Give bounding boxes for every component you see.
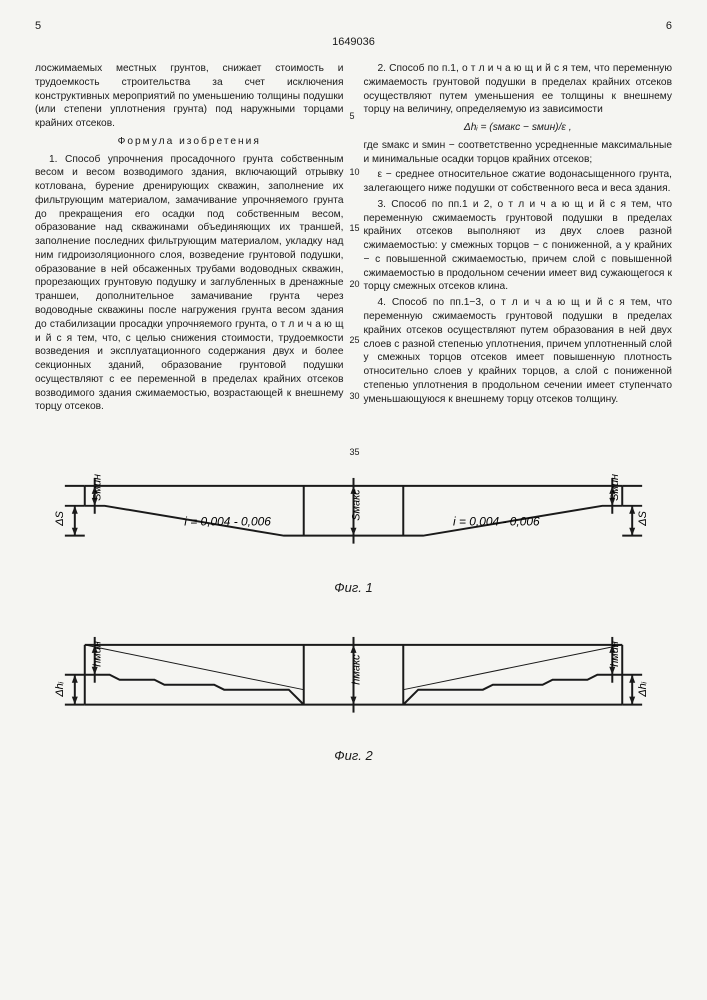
text-columns: лосжимаемых местных грунтов, снижает сто… (35, 62, 672, 416)
fig2-dh-right: Δhᵢ (637, 681, 649, 697)
figures-block: i = 0,004 - 0,006 i = 0,004 - 0,006 Sмин… (35, 466, 672, 763)
page-num-left: 5 (35, 20, 41, 32)
line-marker: 15 (350, 222, 360, 234)
para-intro: лосжимаемых местных грунтов, снижает сто… (35, 62, 344, 131)
line-marker: 25 (350, 334, 360, 346)
figure-1: i = 0,004 - 0,006 i = 0,004 - 0,006 Sмин… (35, 466, 672, 594)
formula-where-2: ε − среднее относительное сжатие водонас… (364, 168, 673, 196)
fig2-hmin-right: hмин (609, 641, 621, 667)
fig1-smin-right: Sмин (609, 474, 621, 501)
right-column: 5101520253035 2. Способ по п.1, о т л и … (364, 62, 673, 416)
fig2-svg: hмин hмакс hмин Δhᵢ Δhᵢ (35, 625, 672, 744)
fig2-hmin-left: hмин (92, 641, 104, 667)
fig1-slope-right: i = 0,004 - 0,006 (453, 515, 540, 529)
figure-2: hмин hмакс hмин Δhᵢ Δhᵢ Фиг. 2 (35, 625, 672, 763)
formula-title: Формула изобретения (35, 135, 344, 149)
fig1-slope-left: i = 0,004 - 0,006 (184, 515, 271, 529)
formula-where-1: где sмакс и sмин − соответственно усредн… (364, 139, 673, 167)
line-marker: 30 (350, 390, 360, 402)
line-marker: 10 (350, 166, 360, 178)
line-marker: 35 (350, 446, 360, 458)
patent-number: 1649036 (35, 36, 672, 48)
fig1-smin-left: Sмин (92, 474, 104, 501)
fig1-deltas-right: ΔS (637, 511, 649, 527)
claim-2: 2. Способ по п.1, о т л и ч а ю щ и й с … (364, 62, 673, 117)
fig1-smax: Sмакс (350, 489, 362, 521)
claim-3: 3. Способ по пп.1 и 2, о т л и ч а ю щ и… (364, 198, 673, 294)
fig2-hmax: hмакс (350, 654, 362, 685)
formula-eq: Δhᵢ = (sмакс − sмин)/ε , (364, 121, 673, 135)
line-marker: 20 (350, 278, 360, 290)
fig1-label: Фиг. 1 (35, 580, 672, 595)
page-numbers: 5 6 (35, 20, 672, 32)
left-column: лосжимаемых местных грунтов, снижает сто… (35, 62, 344, 416)
line-marker: 5 (350, 110, 355, 122)
page-num-right: 6 (666, 20, 672, 32)
fig2-dh-left: Δhᵢ (54, 681, 66, 697)
fig1-svg: i = 0,004 - 0,006 i = 0,004 - 0,006 Sмин… (35, 466, 672, 575)
fig1-deltas-left: ΔS (54, 511, 66, 527)
claim-4: 4. Способ по пп.1−3, о т л и ч а ю щ и й… (364, 296, 673, 406)
claim-1: 1. Способ упрочнения просадочного грунта… (35, 153, 344, 415)
fig2-label: Фиг. 2 (35, 748, 672, 763)
